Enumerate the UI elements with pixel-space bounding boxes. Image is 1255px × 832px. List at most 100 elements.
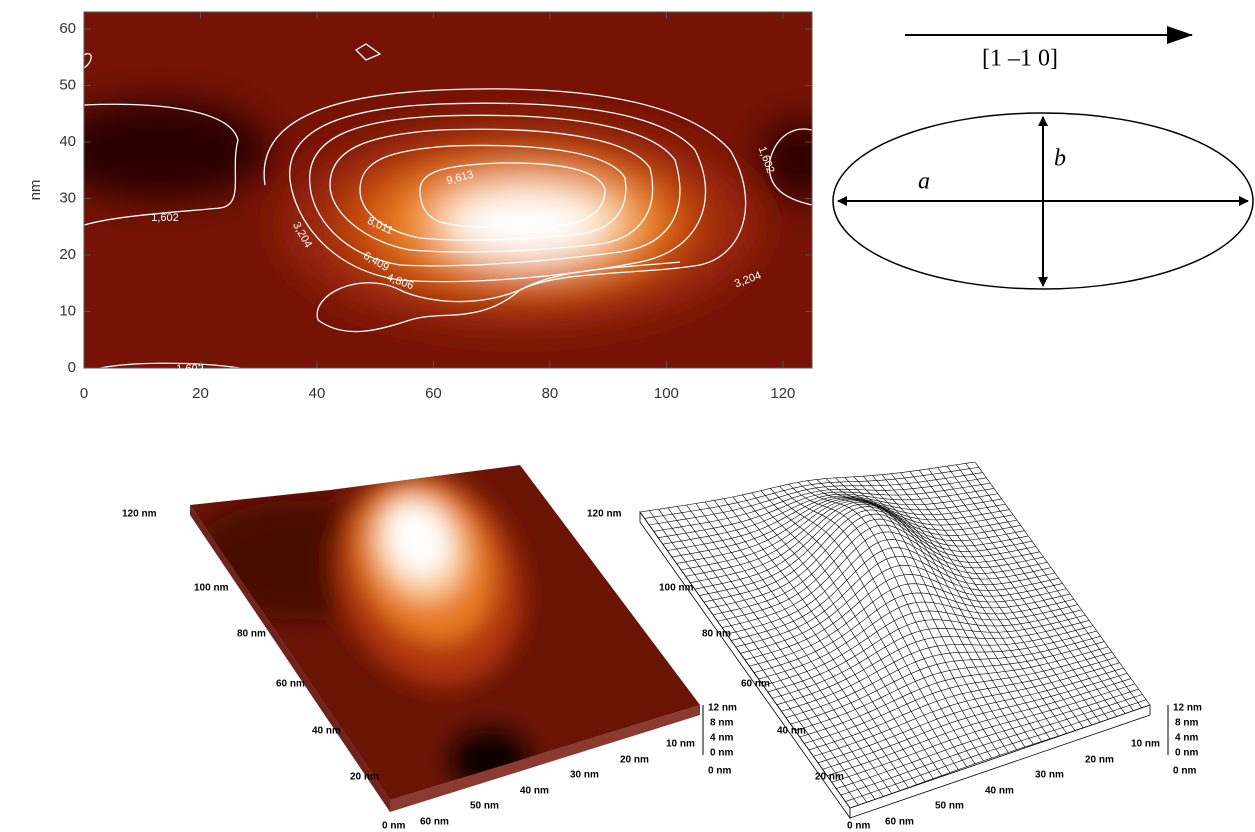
minor-axis-label: b	[1054, 146, 1066, 172]
depth-label: 100 nm	[659, 583, 694, 594]
mesh-line	[827, 678, 1132, 777]
y-tick-label: 20	[59, 246, 76, 263]
mesh-side	[849, 704, 1151, 819]
width-label: 0 nm	[708, 766, 731, 777]
y-tick-label: 40	[59, 133, 76, 150]
mesh-line	[722, 531, 1044, 628]
width-label: 50 nm	[935, 801, 964, 812]
mesh-line	[658, 482, 991, 539]
mesh-line	[779, 485, 976, 764]
mesh-line	[749, 583, 1067, 667]
mesh-line	[676, 506, 884, 797]
width-label: 0 nm	[1173, 766, 1196, 777]
mesh-line	[671, 497, 1002, 558]
mesh-line	[804, 651, 1113, 744]
depth-label: 80 nm	[237, 629, 266, 640]
mesh-line	[639, 461, 976, 513]
mesh-line	[822, 673, 1128, 770]
mesh-line	[754, 592, 1071, 673]
width-label: 20 nm	[620, 755, 649, 766]
width-label: 50 nm	[470, 801, 499, 812]
height-label: 12 nm	[708, 703, 737, 714]
mesh-line	[658, 509, 867, 803]
width-label: 40 nm	[985, 786, 1014, 797]
x-tick-label: 20	[192, 385, 209, 402]
mesh-line	[685, 500, 1014, 577]
depth-label: 120 nm	[122, 509, 157, 520]
width-label: 20 nm	[1085, 755, 1114, 766]
mesh-line	[676, 498, 1006, 564]
depth-label: 120 nm	[587, 509, 622, 520]
mesh-line	[714, 500, 917, 785]
height-label: 8 nm	[710, 718, 733, 729]
mesh-line	[790, 635, 1101, 725]
mesh-line	[681, 499, 1010, 571]
mesh-line	[900, 472, 1084, 728]
contour-label: 1,602	[151, 212, 179, 224]
mesh-line	[744, 574, 1063, 660]
direction-label: [1 –1 0]	[982, 46, 1058, 72]
x-tick-label: 60	[425, 385, 442, 402]
mesh-line	[649, 472, 983, 526]
mesh-line	[831, 683, 1135, 783]
mesh-line	[703, 509, 1029, 603]
width-label: 10 nm	[1131, 739, 1160, 750]
width-label: 0 nm	[382, 821, 405, 832]
y-tick-label: 60	[59, 20, 76, 37]
width-label: 10 nm	[666, 739, 695, 750]
y-tick-label: 50	[59, 76, 76, 93]
width-label: 60 nm	[885, 817, 914, 828]
mesh-line	[799, 646, 1109, 738]
mesh-line	[717, 524, 1040, 622]
mesh-line	[726, 539, 1048, 635]
mesh-line	[662, 488, 995, 545]
height-label: 8 nm	[1175, 718, 1198, 729]
height-label: 12 nm	[1173, 703, 1202, 714]
surface-mesh	[639, 461, 1151, 820]
depth-label: 40 nm	[312, 726, 341, 737]
depth-label: 40 nm	[777, 726, 806, 737]
contour-label: 1,602	[176, 363, 204, 375]
width-label: 0 nm	[847, 821, 870, 832]
y-tick-label: 30	[59, 189, 76, 206]
major-axis-label: a	[918, 169, 930, 195]
mesh-line	[763, 604, 1078, 686]
mesh-line	[836, 688, 1139, 789]
mesh-line	[731, 547, 1052, 641]
mesh-line	[653, 477, 987, 532]
height-label: 4 nm	[1175, 733, 1198, 744]
mesh-line	[740, 564, 1059, 654]
x-tick-label: 40	[309, 385, 326, 402]
mesh-line	[690, 501, 1017, 584]
x-tick-label: 120	[770, 385, 795, 402]
mesh-line	[694, 503, 1021, 590]
width-label: 30 nm	[570, 770, 599, 781]
height-label: 4 nm	[710, 733, 733, 744]
mesh-line	[808, 657, 1116, 751]
mesh-line	[776, 620, 1090, 705]
y-tick-label: 10	[59, 302, 76, 319]
mesh-line	[909, 471, 1092, 726]
x-tick-label: 80	[542, 385, 559, 402]
mesh-line	[853, 476, 1042, 742]
contour-lines	[84, 43, 812, 368]
height-label: 0 nm	[1175, 748, 1198, 759]
ellipse	[832, 112, 1254, 290]
mesh-line	[767, 609, 1082, 693]
depth-label: 20 nm	[815, 772, 844, 783]
mesh-line	[708, 513, 1033, 609]
mesh-line	[849, 704, 1151, 809]
heatmap	[84, 12, 812, 368]
mesh-line	[704, 501, 909, 788]
mesh-line	[699, 506, 1025, 596]
mesh-line	[735, 555, 1055, 648]
y-tick-label: 0	[68, 359, 76, 376]
x-tick-label: 0	[80, 385, 88, 402]
depth-label: 80 nm	[702, 629, 731, 640]
width-label: 60 nm	[420, 817, 449, 828]
surface-render	[190, 465, 700, 812]
depth-label: 100 nm	[194, 583, 229, 594]
mesh-line	[840, 694, 1143, 796]
y-axis-label: nm	[27, 180, 44, 201]
